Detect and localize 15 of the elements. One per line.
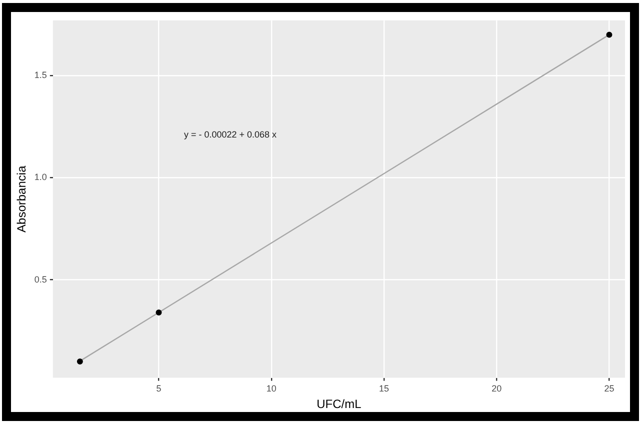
x-tick-label: 20 <box>492 384 502 394</box>
point <box>156 309 162 316</box>
x-tick-label: 5 <box>156 384 162 394</box>
x-axis-title: UFC/mL <box>316 397 362 412</box>
point <box>76 358 83 364</box>
y-axis-title: Absorbancia <box>14 165 29 232</box>
point <box>606 32 612 38</box>
y-tick-label: 1.0 <box>34 172 47 182</box>
y-tick-label: 1.5 <box>34 70 47 80</box>
y-tick-label: 0.5 <box>34 274 47 284</box>
x-tick-label: 15 <box>378 384 390 394</box>
frame: UFC/mL Absorbancia 5 10 15 20 25 0.5 1.0 1.5 y = - 0.00022 + 0.068 x <box>2 3 639 421</box>
annotation: y = - 0.00022 + 0.068 x <box>184 129 278 140</box>
x-tick-label: 25 <box>604 384 614 394</box>
x-tick-label: 10 <box>266 384 276 394</box>
